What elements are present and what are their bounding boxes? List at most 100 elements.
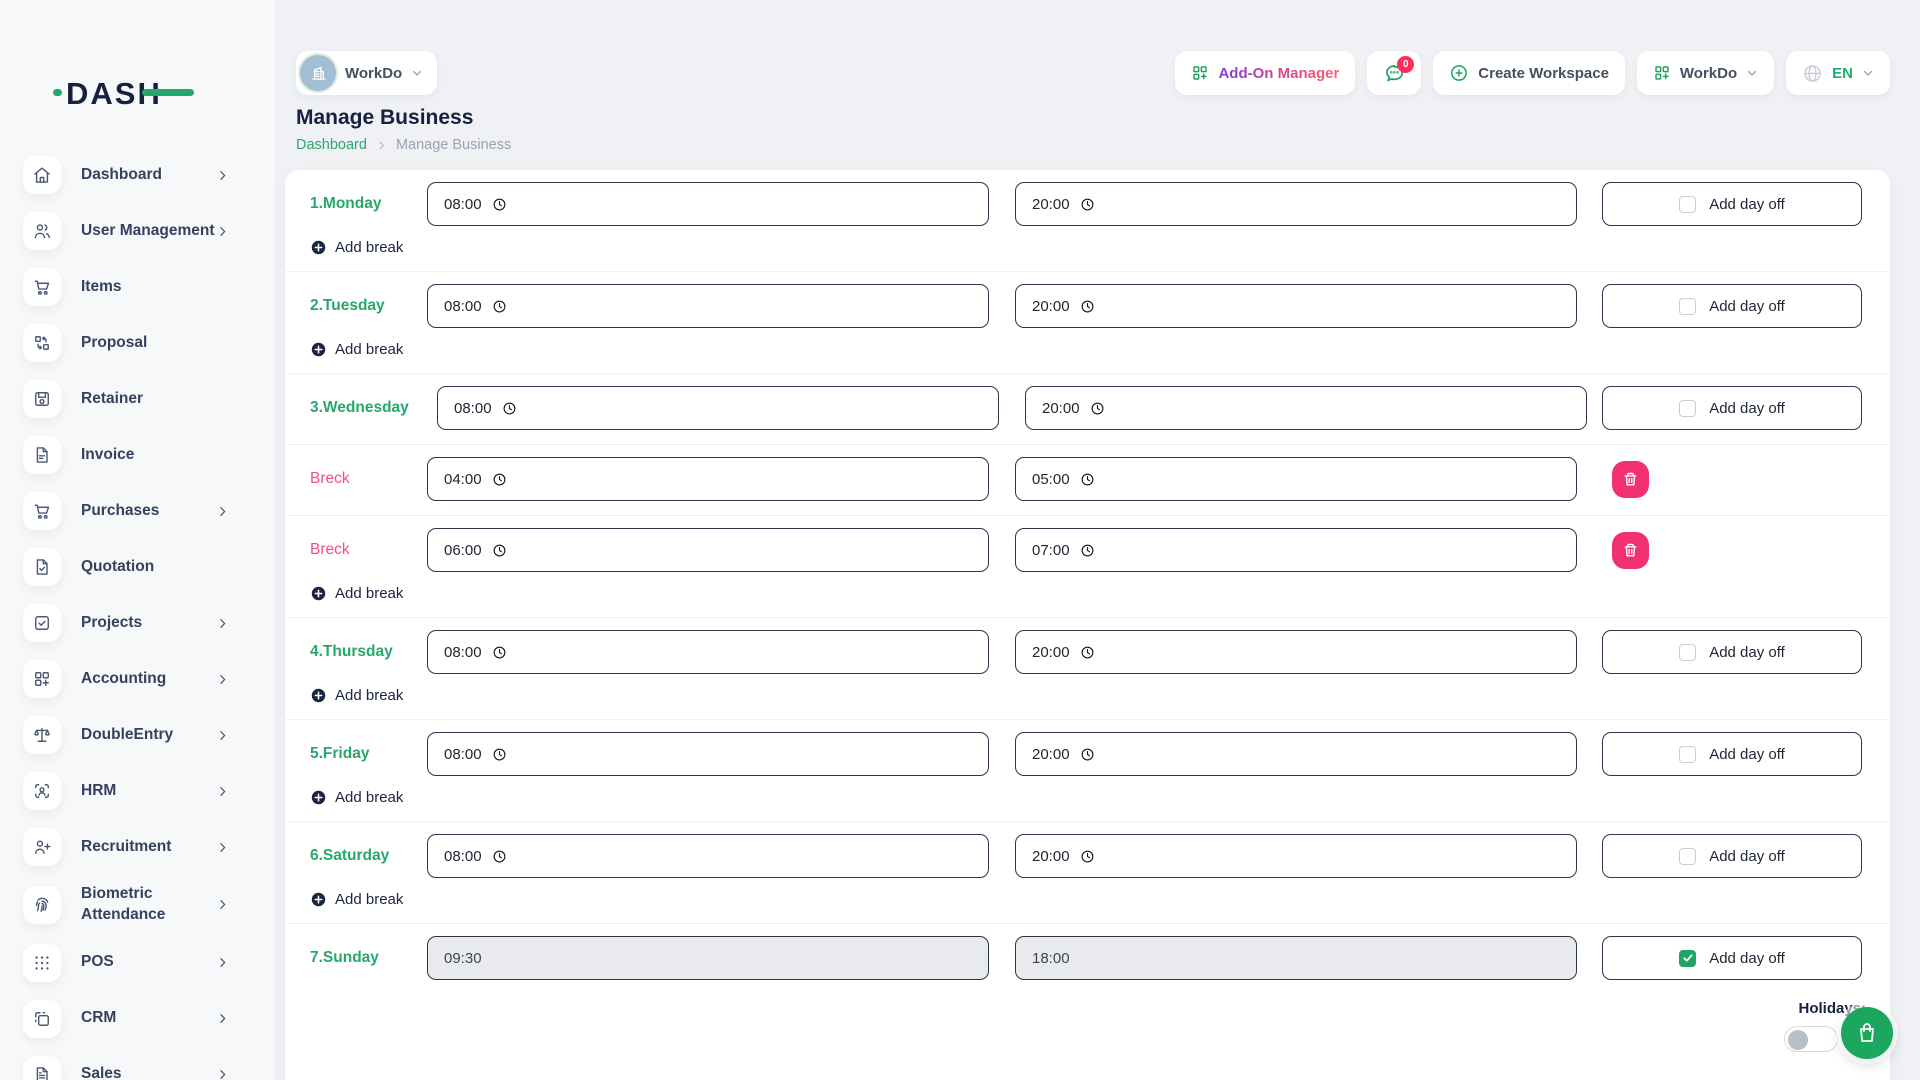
end-time-input[interactable]: 20:00 bbox=[1025, 386, 1587, 430]
break-start-time-input[interactable]: 06:00 bbox=[427, 528, 989, 572]
start-time-input[interactable]: 08:00 bbox=[427, 630, 989, 674]
day-off-checkbox[interactable] bbox=[1679, 297, 1697, 315]
sidebar-item-quotation[interactable]: Quotation bbox=[0, 548, 275, 586]
day-off-checkbox[interactable] bbox=[1679, 745, 1697, 763]
workspace-selector[interactable]: WorkDo bbox=[296, 51, 438, 95]
delete-break-button[interactable] bbox=[1612, 531, 1649, 569]
sidebar-icon-card bbox=[23, 999, 61, 1038]
create-workspace-button[interactable]: Create Workspace bbox=[1433, 51, 1625, 95]
break-row: Breck 06:00 07:00 bbox=[310, 528, 1862, 572]
check-icon bbox=[1683, 954, 1693, 962]
break-end-time-input[interactable]: 05:00 bbox=[1015, 457, 1577, 501]
add-break-button[interactable]: Add break bbox=[310, 787, 403, 807]
break-start-time-input[interactable]: 04:00 bbox=[427, 457, 989, 501]
sidebar-item-doubleentry[interactable]: DoubleEntry bbox=[0, 716, 275, 754]
chevron-right-icon bbox=[220, 170, 226, 180]
sidebar-item-label: Projects bbox=[81, 613, 143, 631]
sidebar-icon-card bbox=[23, 436, 61, 474]
sidebar-item-biometric-attendance[interactable]: Biometric Attendance bbox=[0, 884, 275, 926]
time-value: 06:00 bbox=[444, 541, 482, 559]
logo-dash-icon bbox=[53, 89, 62, 96]
addon-manager-label: Add-On Manager bbox=[1218, 64, 1340, 82]
sidebar-item-label: HRM bbox=[81, 781, 117, 799]
add-break-button[interactable]: Add break bbox=[310, 237, 403, 257]
add-break-button[interactable]: Add break bbox=[310, 685, 403, 705]
clock-icon bbox=[493, 850, 505, 862]
add-day-off-button[interactable]: Add day off bbox=[1602, 732, 1862, 776]
save-icon bbox=[35, 392, 49, 406]
add-break-button[interactable]: Add break bbox=[310, 889, 403, 909]
break-row: Breck 04:00 05:00 bbox=[310, 457, 1862, 501]
trash-icon bbox=[1624, 543, 1637, 557]
sidebar-item-retainer[interactable]: Retainer bbox=[0, 380, 275, 418]
sidebar-item-proposal[interactable]: Proposal bbox=[0, 324, 275, 362]
add-day-off-button[interactable]: Add day off bbox=[1602, 936, 1862, 980]
time-value: 20:00 bbox=[1032, 643, 1070, 661]
sidebar-item-projects[interactable]: Projects bbox=[0, 604, 275, 642]
chevron-right-icon bbox=[220, 1070, 226, 1080]
sidebar-item-recruitment[interactable]: Recruitment bbox=[0, 828, 275, 866]
start-time-input[interactable]: 08:00 bbox=[427, 182, 989, 226]
cart-icon bbox=[34, 280, 50, 295]
clock-icon bbox=[1081, 850, 1093, 862]
day-off-checkbox[interactable] bbox=[1679, 399, 1697, 417]
add-day-off-button[interactable]: Add day off bbox=[1602, 834, 1862, 878]
sidebar-item-dashboard[interactable]: Dashboard bbox=[0, 156, 275, 194]
sidebar-item-label: Dashboard bbox=[81, 165, 162, 183]
breadcrumb-dashboard-link[interactable]: Dashboard bbox=[296, 137, 367, 153]
purchase-fab-button[interactable] bbox=[1841, 1007, 1893, 1059]
start-time-input[interactable]: 08:00 bbox=[427, 834, 989, 878]
day-label: 1.Monday bbox=[310, 195, 382, 212]
sidebar-item-crm[interactable]: CRM bbox=[0, 999, 275, 1038]
sidebar-icon-card bbox=[23, 492, 61, 530]
sidebar-item-label: CRM bbox=[81, 1009, 117, 1027]
sidebar-item-label: Items bbox=[81, 277, 122, 295]
start-time-input[interactable]: 08:00 bbox=[427, 284, 989, 328]
sidebar-item-label: Recruitment bbox=[81, 837, 172, 855]
holidays-toggle[interactable] bbox=[1784, 1026, 1838, 1052]
day-row: 6.Saturday 08:00 20:00 Add day off bbox=[310, 834, 1862, 878]
add-day-off-button[interactable]: Add day off bbox=[1602, 386, 1862, 430]
sidebar-item-purchases[interactable]: Purchases bbox=[0, 492, 275, 530]
messages-button[interactable]: 0 bbox=[1367, 51, 1422, 95]
sidebar-item-user-management[interactable]: User Management bbox=[0, 212, 275, 250]
add-day-off-button[interactable]: Add day off bbox=[1602, 630, 1862, 674]
add-break-button[interactable]: Add break bbox=[310, 339, 403, 359]
sidebar-item-hrm[interactable]: HRM bbox=[0, 772, 275, 810]
sidebar-item-invoice[interactable]: Invoice bbox=[0, 436, 275, 474]
clock-icon bbox=[1081, 300, 1093, 312]
sidebar-item-items[interactable]: Items bbox=[0, 268, 275, 306]
day-off-checkbox[interactable] bbox=[1679, 195, 1697, 213]
sidebar-icon-card bbox=[23, 943, 61, 982]
delete-break-button[interactable] bbox=[1612, 460, 1649, 498]
day-block: 2.Tuesday 08:00 20:00 Add day off Add break bbox=[285, 271, 1890, 373]
day-off-checkbox[interactable] bbox=[1679, 949, 1697, 967]
language-label: EN bbox=[1832, 64, 1853, 82]
chevron-down-icon bbox=[413, 70, 422, 76]
end-time-input[interactable]: 20:00 bbox=[1015, 182, 1577, 226]
sidebar-item-sales[interactable]: Sales bbox=[0, 1055, 275, 1080]
start-time-input[interactable]: 08:00 bbox=[427, 732, 989, 776]
end-time-input[interactable]: 20:00 bbox=[1015, 732, 1577, 776]
time-value: 08:00 bbox=[444, 745, 482, 763]
day-off-checkbox[interactable] bbox=[1679, 847, 1697, 865]
sidebar-icon-card bbox=[23, 380, 61, 418]
break-block: Breck 06:00 07:00 Add break bbox=[285, 515, 1890, 617]
sidebar-item-pos[interactable]: POS bbox=[0, 943, 275, 982]
day-off-checkbox[interactable] bbox=[1679, 643, 1697, 661]
addon-manager-button[interactable]: Add-On Manager bbox=[1175, 51, 1356, 95]
break-end-time-input[interactable]: 07:00 bbox=[1015, 528, 1577, 572]
start-time-input[interactable]: 08:00 bbox=[437, 386, 999, 430]
brand-logo[interactable]: DASH bbox=[53, 76, 194, 112]
time-value: 04:00 bbox=[444, 470, 482, 488]
language-selector[interactable]: EN bbox=[1786, 51, 1890, 95]
end-time-input[interactable]: 20:00 bbox=[1015, 630, 1577, 674]
sidebar-item-accounting[interactable]: Accounting bbox=[0, 660, 275, 698]
workspace-switcher-button[interactable]: WorkDo bbox=[1636, 51, 1775, 95]
day-row: 2.Tuesday 08:00 20:00 Add day off bbox=[310, 284, 1862, 328]
end-time-input[interactable]: 20:00 bbox=[1015, 834, 1577, 878]
add-day-off-button[interactable]: Add day off bbox=[1602, 182, 1862, 226]
add-day-off-button[interactable]: Add day off bbox=[1602, 284, 1862, 328]
end-time-input[interactable]: 20:00 bbox=[1015, 284, 1577, 328]
add-break-button[interactable]: Add break bbox=[310, 583, 403, 603]
